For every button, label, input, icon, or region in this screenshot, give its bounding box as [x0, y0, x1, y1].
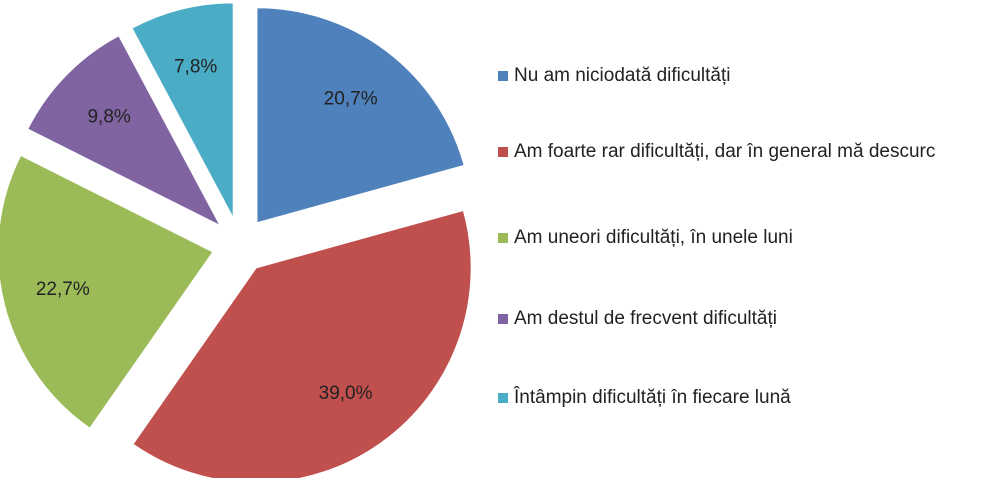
legend-item: Întâmpin dificultăți în fiecare lună [498, 386, 1008, 410]
legend-swatch [498, 233, 508, 243]
data-label: 7,8% [174, 57, 217, 78]
pie-area: 20,7% 39,0% 22,7% 9,8% 7,8% [0, 2, 472, 478]
pie-slice [27, 35, 222, 227]
pie-slice [256, 7, 465, 224]
data-label: 22,7% [36, 279, 90, 300]
data-label: 39,0% [319, 383, 373, 404]
legend-label: Am uneori dificultăți, în unele luni [514, 227, 793, 248]
data-label: 20,7% [324, 89, 378, 110]
legend-swatch [498, 147, 508, 157]
legend-item: Nu am niciodată dificultăți [498, 64, 1008, 88]
legend-label: Întâmpin dificultăți în fiecare lună [514, 387, 791, 408]
pie-slice [131, 2, 234, 219]
legend-item: Am foarte rar dificultăți, dar în genera… [498, 140, 1008, 164]
legend-item: Am uneori dificultăți, în unele luni [498, 226, 1008, 250]
legend-label: Am destul de frecvent dificultăți [514, 308, 777, 329]
legend-label: Nu am niciodată dificultăți [514, 65, 731, 86]
pie-slice [0, 154, 214, 429]
pie-slice [132, 209, 472, 478]
data-label: 9,8% [87, 106, 130, 127]
legend-swatch [498, 71, 508, 81]
legend-swatch [498, 314, 508, 324]
legend-swatch [498, 393, 508, 403]
legend-label: Am foarte rar dificultăți, dar în genera… [514, 141, 936, 162]
legend-item: Am destul de frecvent dificultăți [498, 307, 1008, 331]
